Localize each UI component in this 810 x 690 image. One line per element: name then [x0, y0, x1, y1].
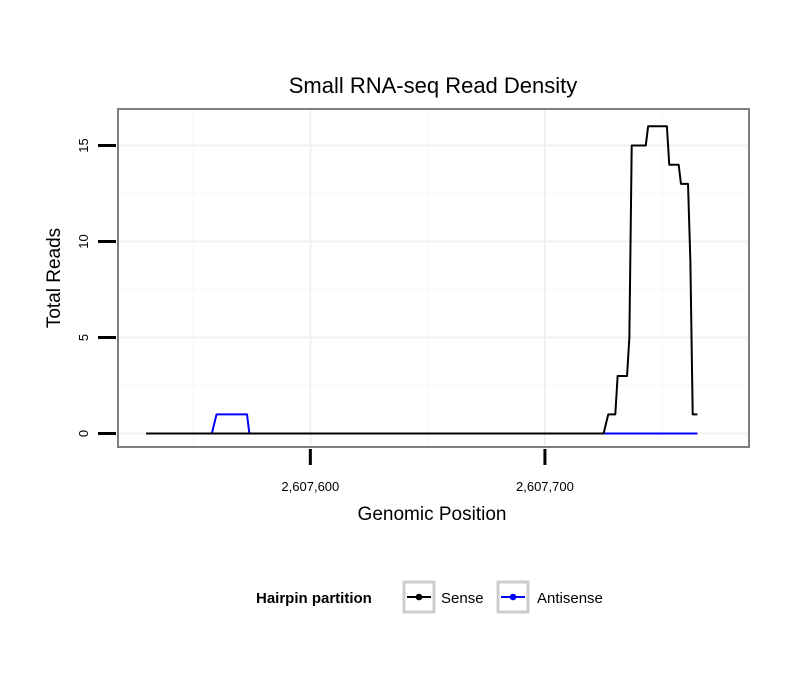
y-axis-title: Total Reads	[44, 228, 65, 328]
plot-border	[117, 108, 750, 448]
x-tick-label: 2,607,700	[516, 479, 574, 494]
x-tick-label: 2,607,600	[281, 479, 339, 494]
series-line-sense	[146, 125, 698, 435]
plot-panel	[118, 109, 749, 447]
x-axis-title: Genomic Position	[358, 504, 507, 525]
legend-item-sense: Sense	[402, 580, 484, 614]
legend: Hairpin partition Sense Antisense	[256, 580, 603, 614]
legend-item-antisense: Antisense	[496, 580, 603, 614]
legend-label-sense: Sense	[441, 590, 484, 607]
plot-area	[117, 108, 750, 448]
legend-title: Hairpin partition	[256, 590, 372, 607]
x-axis: 2,607,600 2,607,700	[281, 449, 574, 494]
y-axis: 0 5 10 15	[76, 138, 116, 437]
chart-title: Small RNA-seq Read Density	[289, 73, 578, 98]
legend-point-antisense	[509, 593, 517, 601]
series-layer	[146, 125, 698, 435]
y-tick-label: 15	[76, 138, 91, 152]
legend-label-antisense: Antisense	[537, 590, 603, 607]
y-tick-label: 5	[76, 334, 91, 341]
y-tick-label: 0	[76, 430, 91, 437]
legend-point-sense	[415, 593, 423, 601]
y-tick-label: 10	[76, 234, 91, 248]
